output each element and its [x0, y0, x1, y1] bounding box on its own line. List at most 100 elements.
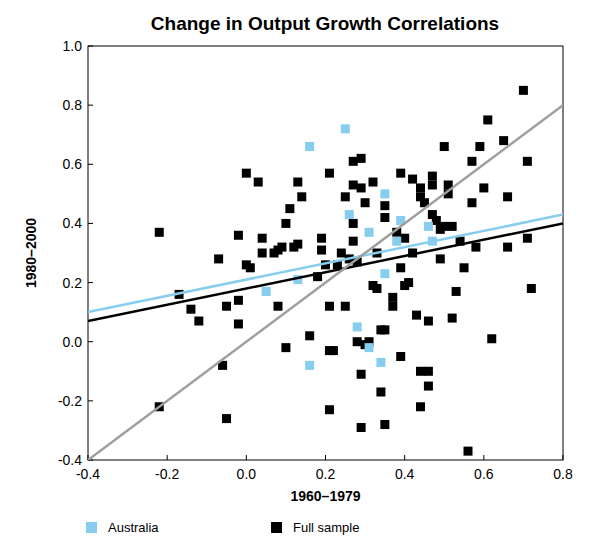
point	[194, 317, 203, 326]
point	[277, 243, 286, 252]
point	[487, 334, 496, 343]
point	[262, 287, 271, 296]
line	[88, 105, 563, 460]
x-tick-label: 0.2	[316, 466, 336, 482]
point	[361, 198, 370, 207]
x-tick	[563, 455, 564, 460]
point	[452, 287, 461, 296]
point	[416, 367, 425, 376]
point	[325, 405, 334, 414]
point	[396, 169, 405, 178]
x-tick	[246, 455, 247, 460]
line	[88, 223, 563, 321]
point	[483, 115, 492, 124]
point	[329, 346, 338, 355]
legend-swatch	[271, 522, 282, 533]
point	[297, 192, 306, 201]
y-axis-label: 1980–2000	[23, 218, 39, 288]
point	[467, 198, 476, 207]
point	[388, 293, 397, 302]
point	[408, 175, 417, 184]
point	[258, 249, 267, 258]
point	[317, 234, 326, 243]
y-tick	[88, 341, 93, 342]
y-tick-label: 0.0	[63, 334, 83, 350]
x-tick-label: 0.8	[553, 466, 573, 482]
point	[380, 420, 389, 429]
x-tick-label: -0.4	[76, 466, 100, 482]
x-tick-label: -0.2	[155, 466, 179, 482]
x-tick	[325, 455, 326, 460]
y-tick	[88, 282, 93, 283]
x-tick	[404, 455, 405, 460]
point	[448, 222, 457, 231]
point	[274, 302, 283, 311]
point	[186, 305, 195, 314]
point	[246, 263, 255, 272]
point	[436, 254, 445, 263]
point	[365, 343, 374, 352]
point	[254, 178, 263, 187]
y-tick-label: 0.4	[63, 215, 83, 231]
point	[440, 142, 449, 151]
point	[424, 317, 433, 326]
point	[325, 169, 334, 178]
point	[499, 136, 508, 145]
x-tick-label: 0.4	[395, 466, 415, 482]
point	[448, 314, 457, 323]
point	[234, 296, 243, 305]
x-axis-label: 1960–1979	[290, 488, 360, 504]
point	[400, 234, 409, 243]
point	[281, 219, 290, 228]
point	[305, 361, 314, 370]
y-tick-label: 0.6	[63, 156, 83, 172]
point	[222, 414, 231, 423]
point	[357, 154, 366, 163]
point	[523, 234, 532, 243]
point	[467, 157, 476, 166]
point	[349, 237, 358, 246]
point	[432, 216, 441, 225]
plot-frame	[88, 46, 563, 460]
point	[357, 370, 366, 379]
point	[325, 302, 334, 311]
point	[527, 284, 536, 293]
plot-marks	[88, 86, 563, 460]
point	[503, 243, 512, 252]
point	[376, 358, 385, 367]
chart: Change in Output Growth Correlations-0.4…	[0, 0, 600, 552]
point	[234, 231, 243, 240]
point	[479, 183, 488, 192]
x-tick	[483, 455, 484, 460]
y-tick	[88, 46, 93, 47]
point	[281, 343, 290, 352]
point	[519, 86, 528, 95]
point	[404, 278, 413, 287]
point	[412, 311, 421, 320]
point	[317, 246, 326, 255]
point	[464, 447, 473, 456]
point	[222, 302, 231, 311]
point	[293, 178, 302, 187]
point	[416, 402, 425, 411]
point	[341, 302, 350, 311]
point	[380, 213, 389, 222]
point	[372, 284, 381, 293]
point	[353, 322, 362, 331]
x-tick-label: 0.0	[237, 466, 257, 482]
point	[234, 319, 243, 328]
point	[428, 172, 437, 181]
point	[392, 237, 401, 246]
point	[396, 263, 405, 272]
background	[0, 0, 600, 552]
point	[475, 142, 484, 151]
point	[337, 249, 346, 258]
point	[388, 302, 397, 311]
point	[341, 192, 350, 201]
point	[305, 142, 314, 151]
point	[357, 423, 366, 432]
point	[380, 325, 389, 334]
point	[293, 240, 302, 249]
point	[258, 234, 267, 243]
point	[440, 222, 449, 231]
